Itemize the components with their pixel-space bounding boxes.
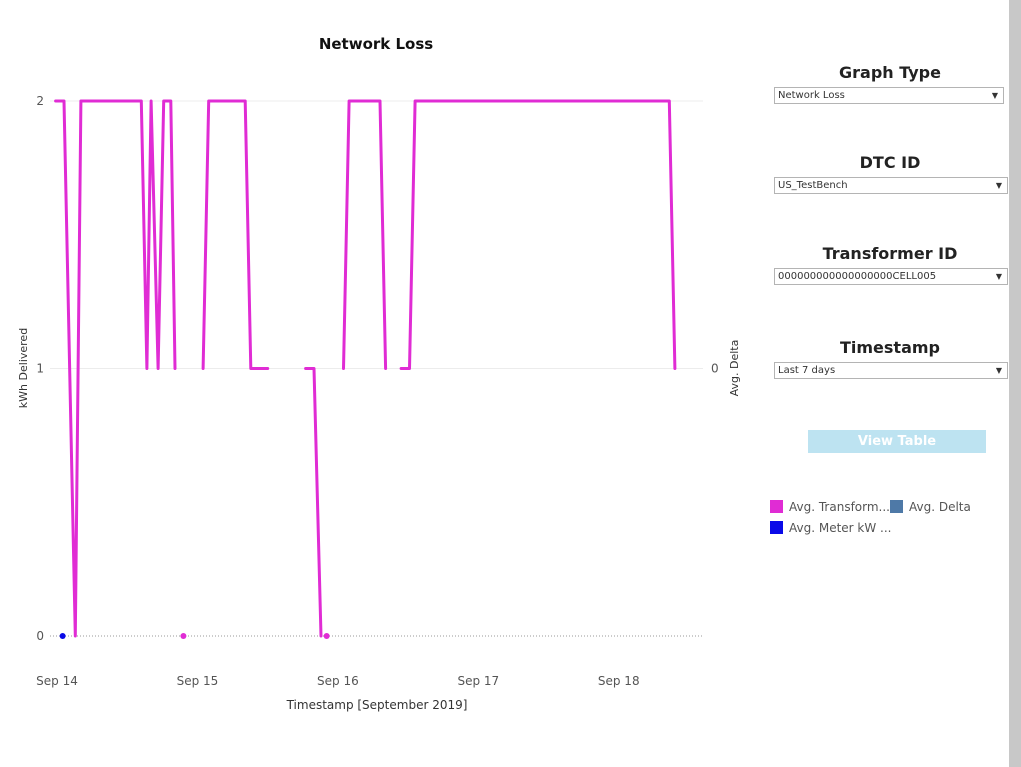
legend-swatch <box>770 500 783 513</box>
chart-title: Network Loss <box>319 35 433 53</box>
legend-swatch <box>890 500 903 513</box>
x-tick-label: Sep 16 <box>317 674 359 688</box>
graph-type-title: Graph Type <box>839 63 941 82</box>
transformer-id-title: Transformer ID <box>822 244 958 263</box>
transformer-id-value: 000000000000000000CELL005 <box>778 271 937 282</box>
view-table-button[interactable]: View Table <box>808 430 986 453</box>
timestamp-title: Timestamp <box>839 338 940 357</box>
dtc-id-title: DTC ID <box>859 153 921 172</box>
series-line <box>201 99 270 370</box>
x-tick-label: Sep 15 <box>177 674 219 688</box>
dtc-id-dropdown[interactable]: US_TestBench ▼ <box>774 177 1008 194</box>
x-tick-label: Sep 18 <box>598 674 640 688</box>
dtc-id-value: US_TestBench <box>778 180 848 191</box>
vertical-scrollbar[interactable] <box>1009 0 1021 767</box>
data-point <box>59 633 66 639</box>
series-line <box>342 99 388 370</box>
y-axis-ticks: 0 1 2 <box>36 94 44 643</box>
y-tick-label: 1 <box>36 362 44 376</box>
graph-type-value: Network Loss <box>778 90 845 101</box>
series-line <box>399 99 677 370</box>
y-tick-label: 0 <box>36 629 44 643</box>
data-point <box>180 633 187 639</box>
legend-swatch <box>770 521 783 534</box>
y2-axis-label: Avg. Delta <box>728 340 741 397</box>
legend-item-meter[interactable]: Avg. Meter kW ... <box>770 521 892 535</box>
timestamp-dropdown[interactable]: Last 7 days ▼ <box>774 362 1008 379</box>
legend-item-transformer[interactable]: Avg. Transform... <box>770 500 890 514</box>
legend-label: Avg. Meter kW ... <box>789 521 892 535</box>
x-axis-label: Timestamp [September 2019] <box>286 698 468 712</box>
transformer-id-dropdown[interactable]: 000000000000000000CELL005 ▼ <box>774 268 1008 285</box>
series-line <box>304 367 323 638</box>
y2-axis-ticks: 0 <box>711 362 719 376</box>
x-axis-ticks: Sep 14 Sep 15 Sep 16 Sep 17 Sep 18 <box>36 674 639 688</box>
chevron-down-icon: ▼ <box>995 272 1002 281</box>
y2-tick-label: 0 <box>711 362 719 376</box>
chevron-down-icon: ▼ <box>991 91 998 100</box>
series-line <box>54 99 177 638</box>
y-axis-label: kWh Delivered <box>17 328 30 408</box>
series-group <box>54 99 677 639</box>
legend-label: Avg. Delta <box>909 500 971 514</box>
data-point <box>323 633 330 639</box>
chart: Network Loss 012 0 Sep 14 Sep 15 Sep 16 Sep… <box>17 35 741 712</box>
timestamp-value: Last 7 days <box>778 365 836 376</box>
chevron-down-icon: ▼ <box>995 366 1002 375</box>
chevron-down-icon: ▼ <box>995 181 1002 190</box>
y-tick-label: 2 <box>36 94 44 108</box>
legend-label: Avg. Transform... <box>789 500 890 514</box>
graph-type-dropdown[interactable]: Network Loss ▼ <box>774 87 1004 104</box>
legend-item-delta[interactable]: Avg. Delta <box>890 500 971 514</box>
x-tick-label: Sep 14 <box>36 674 78 688</box>
x-tick-label: Sep 17 <box>457 674 499 688</box>
